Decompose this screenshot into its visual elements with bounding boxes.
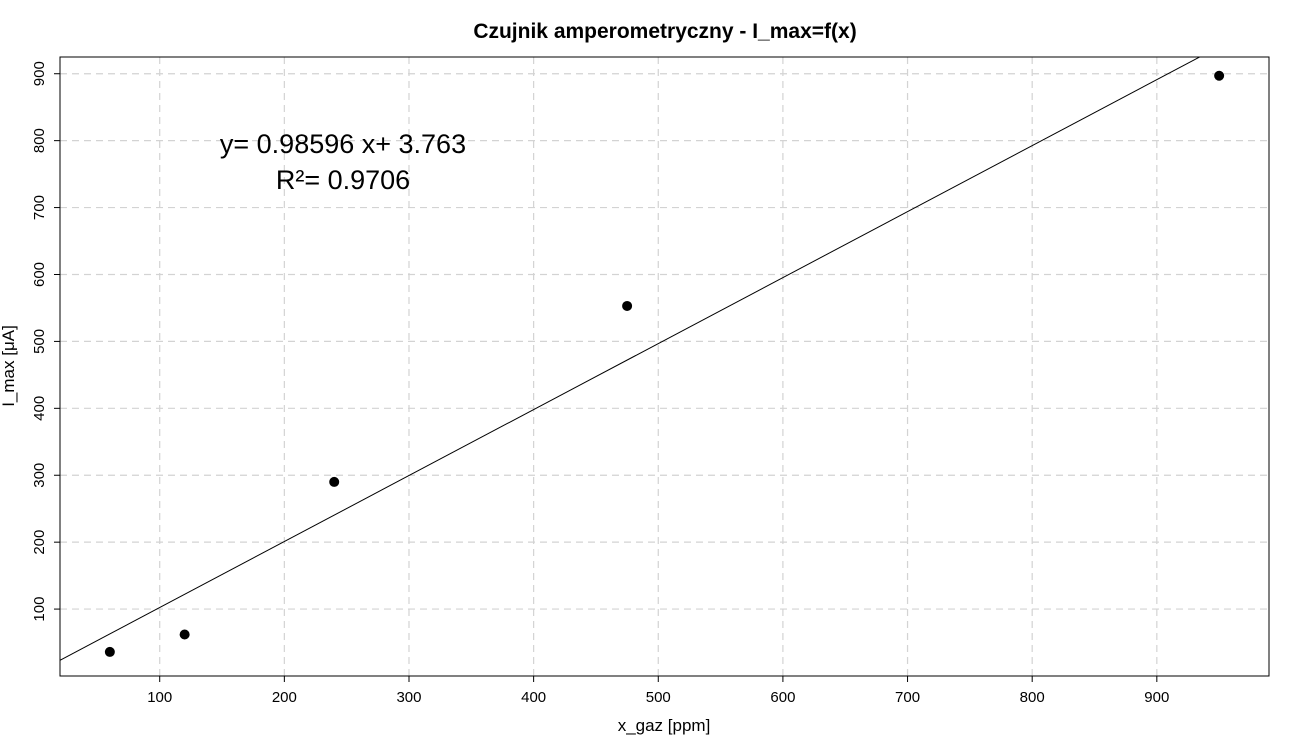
data-point xyxy=(104,646,115,657)
data-point xyxy=(622,300,633,311)
y-axis-ticks: 100 200 300 400 500 600 700 800 900 xyxy=(31,61,60,622)
grid-lines xyxy=(60,57,1269,676)
y-tick-label: 500 xyxy=(31,329,48,354)
x-axis-title: x_gaz [ppm] xyxy=(618,716,711,735)
r-squared-annotation: R²= 0.9706 xyxy=(276,165,410,195)
y-tick-label: 800 xyxy=(31,128,48,153)
data-points xyxy=(104,70,1225,657)
data-point xyxy=(179,629,190,640)
chart-title: Czujnik amperometryczny - I_max=f(x) xyxy=(473,20,856,43)
regression-line xyxy=(60,57,1201,661)
y-tick-label: 400 xyxy=(31,396,48,421)
y-tick-label: 600 xyxy=(31,262,48,287)
data-point xyxy=(1214,70,1225,81)
x-tick-label: 300 xyxy=(396,689,421,706)
x-tick-label: 100 xyxy=(147,689,172,706)
plot-frame xyxy=(59,56,1270,677)
x-tick-label: 500 xyxy=(646,689,671,706)
data-point xyxy=(329,476,340,487)
fit-line-layer xyxy=(60,57,1201,661)
x-tick-label: 200 xyxy=(272,689,297,706)
y-axis-title: I_max [μA] xyxy=(0,325,18,407)
x-tick-label: 700 xyxy=(895,689,920,706)
x-tick-label: 400 xyxy=(521,689,546,706)
y-tick-label: 200 xyxy=(31,530,48,555)
y-tick-label: 900 xyxy=(31,61,48,86)
y-tick-label: 700 xyxy=(31,195,48,220)
x-tick-label: 900 xyxy=(1144,689,1169,706)
y-tick-label: 300 xyxy=(31,463,48,488)
x-tick-label: 800 xyxy=(1020,689,1045,706)
x-tick-label: 600 xyxy=(770,689,795,706)
y-tick-label: 100 xyxy=(31,597,48,622)
equation-annotation: y= 0.98596 x+ 3.763 xyxy=(220,129,466,159)
x-axis-ticks: 100 200 300 400 500 600 700 800 900 xyxy=(147,676,1169,706)
